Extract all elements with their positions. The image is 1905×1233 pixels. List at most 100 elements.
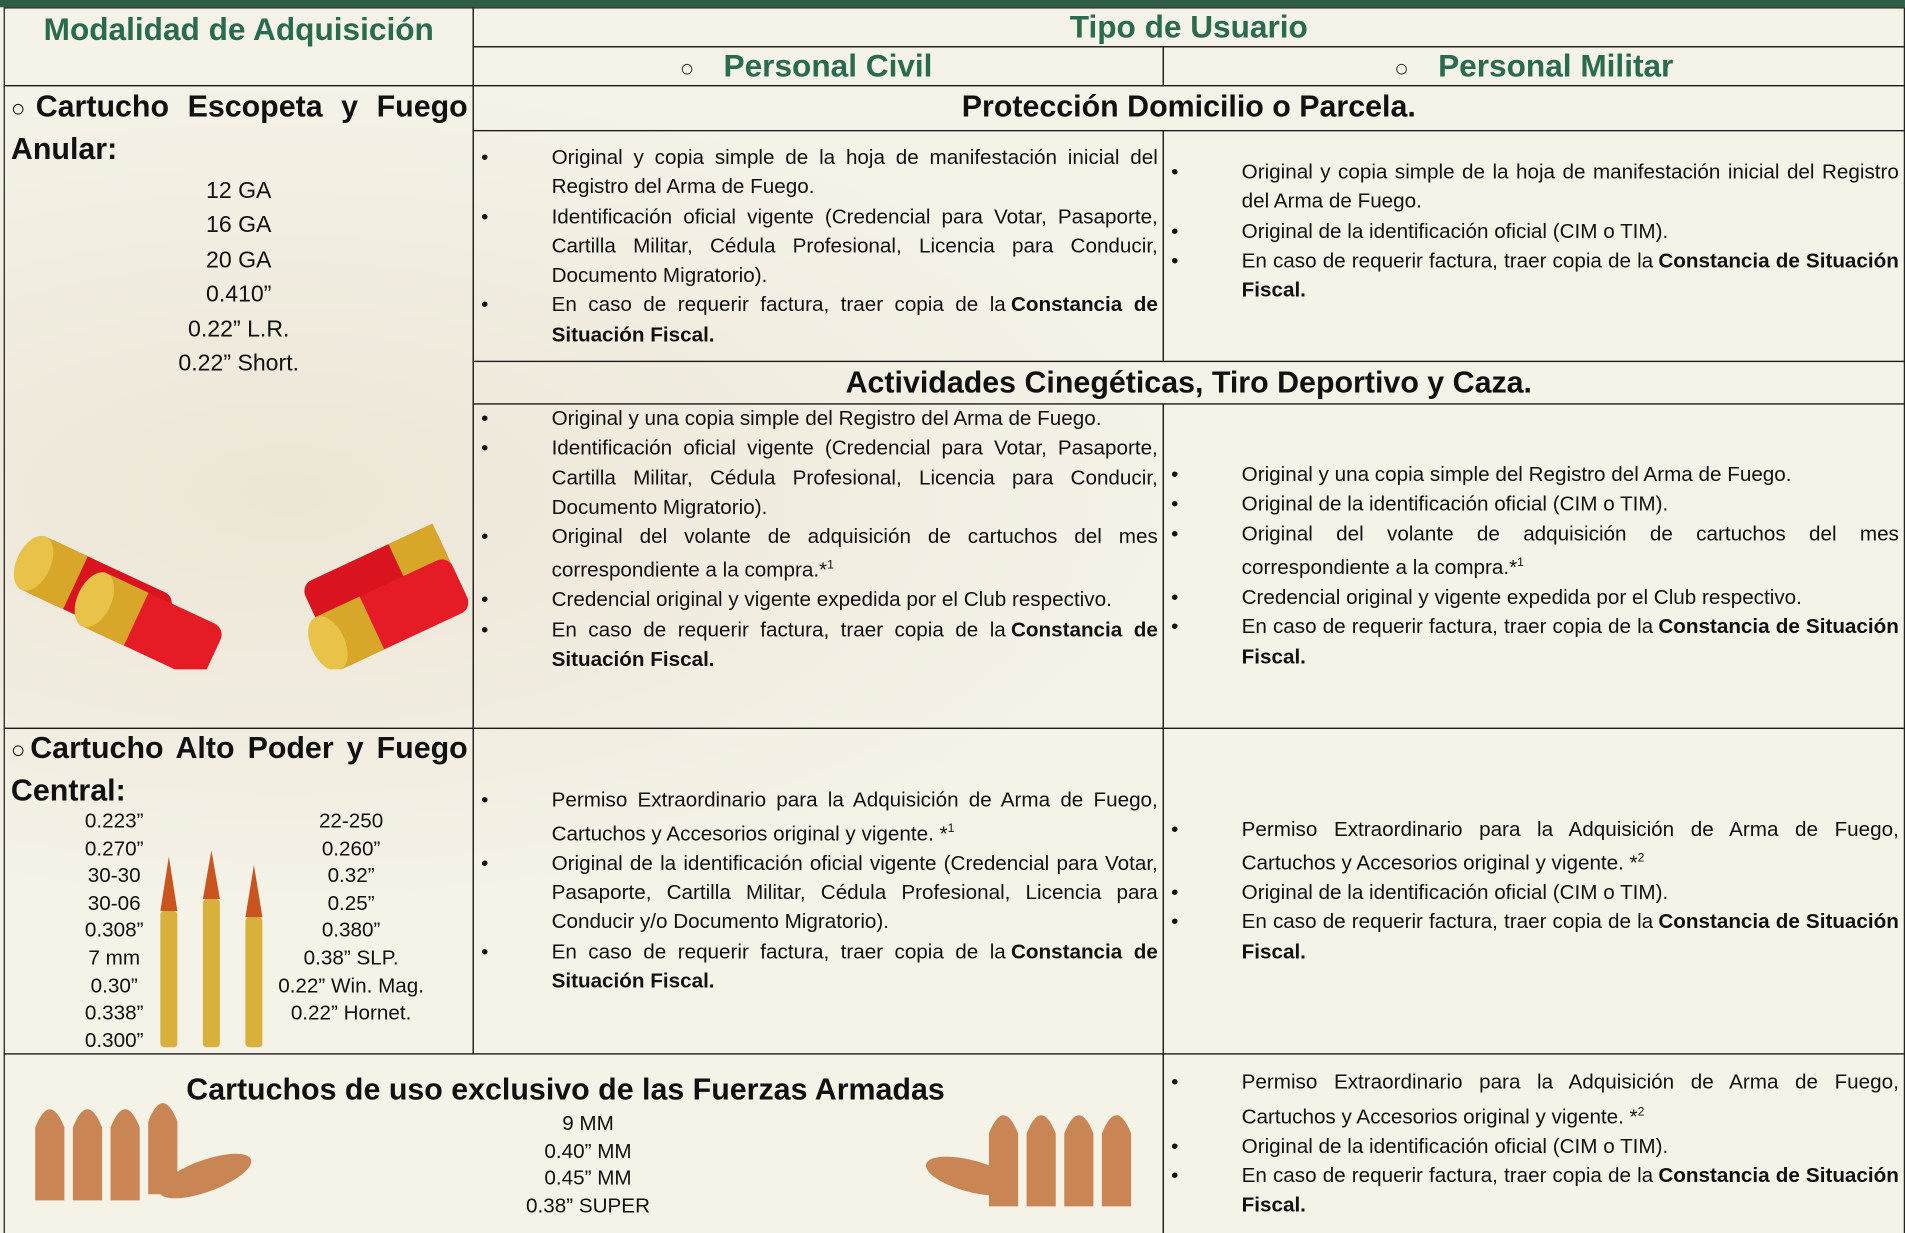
- top-bar: [0, 0, 1905, 8]
- bullet-item: En caso de requerir factura, traer copia…: [474, 291, 1163, 350]
- caliber: 22-250: [318, 809, 384, 833]
- caliber: 0.308”: [84, 918, 144, 943]
- caliber: 0.38” SLP.: [303, 946, 399, 970]
- item-text: Original y una copia simple del Registro…: [1241, 463, 1792, 487]
- header-modalidad: Modalidad de Adquisición: [43, 10, 434, 48]
- item-text: Permiso Extraordinario para la Adquisici…: [551, 788, 1158, 846]
- header-militar-cell: Personal Militar: [1162, 46, 1905, 87]
- bullet-list: Original y copia simple de la hoja de ma…: [474, 143, 1163, 350]
- item-text: Original y una copia simple del Registro…: [551, 406, 1102, 431]
- militar-cell: Original y una copia simple del Registro…: [1162, 403, 1905, 729]
- item-text: Original y copia simple de la hoja de ma…: [1241, 160, 1899, 213]
- civil-cell: Original y copia simple de la hoja de ma…: [472, 129, 1164, 363]
- item-text: En caso de requerir factura, traer copia…: [551, 618, 1006, 642]
- caliber: 0.270”: [84, 836, 144, 860]
- caliber: 0.223”: [84, 809, 144, 833]
- bullet-item: Identificación oficial vigente (Credenci…: [474, 434, 1163, 523]
- item-bold: Constancia de Situación Fiscal.: [551, 293, 1158, 346]
- bullet-item: Original de la identificación oficial (C…: [1164, 879, 1904, 909]
- caliber-list: 22-250 0.260” 0.32” 0.25” 0.380” 0.38” SLP. 0.…: [260, 808, 442, 1028]
- bullet-item: Original del volante de adquisición de c…: [1164, 520, 1904, 583]
- caliber: 0.40” MM: [544, 1139, 632, 1163]
- bullet-item: Original de la identificación oficial vi…: [474, 849, 1163, 938]
- cartridges-image: [160, 850, 263, 1048]
- bullet-item: En caso de requerir factura, traer copia…: [474, 616, 1163, 675]
- bullet-list: Permiso Extraordinario para la Adquisici…: [1164, 1068, 1904, 1220]
- item-text: En caso de requerir factura, traer copia…: [551, 293, 1006, 317]
- caliber: 0.38” SUPER: [526, 1193, 650, 1218]
- militar-cell: Permiso Extraordinario para la Adquisici…: [1162, 1053, 1905, 1233]
- item-text: En caso de requerir factura, traer copia…: [1241, 910, 1654, 934]
- fuerzas-heading: Cartuchos de uso exclusivo de las Fuerza…: [186, 1072, 945, 1107]
- bullet-item: Original de la identificación oficial (C…: [1164, 1132, 1904, 1162]
- bullet-item: Credencial original y vigente expedida p…: [474, 586, 1163, 616]
- caliber: 0.22” L.R.: [188, 316, 290, 343]
- civil-cell: Permiso Extraordinario para la Adquisici…: [472, 727, 1164, 1055]
- fuerzas-cell: Cartuchos de uso exclusivo de las Fuerza…: [3, 1053, 1164, 1233]
- footnote: 2: [1637, 1105, 1645, 1119]
- bullets-image: [35, 1103, 252, 1201]
- bullet-item: Permiso Extraordinario para la Adquisici…: [1164, 1068, 1904, 1131]
- bullet-item: Identificación oficial vigente (Credenci…: [474, 202, 1163, 291]
- modalidad-cell: Cartucho Alto Poder y Fuego Central: 0.2…: [3, 727, 474, 1055]
- bullet-item: Original de la identificación oficial (C…: [1164, 217, 1904, 247]
- bullet-list: Permiso Extraordinario para la Adquisici…: [474, 786, 1163, 997]
- civil-cell: Original y una copia simple del Registro…: [472, 403, 1164, 729]
- caliber-list: 12 GA 16 GA 20 GA 0.410” 0.22” L.R. 0.22” Sho…: [5, 175, 473, 382]
- item-text: Credencial original y vigente expedida p…: [551, 588, 1112, 612]
- item-text: En caso de requerir factura, traer copia…: [1241, 1163, 1654, 1187]
- caliber: 0.45” MM: [544, 1166, 632, 1190]
- footnote: 1: [947, 822, 955, 836]
- item-text: Original del volante de adquisición de c…: [551, 525, 1158, 583]
- caliber: 0.22” Short.: [178, 351, 300, 377]
- bullet-item: Credencial original y vigente expedida p…: [1164, 583, 1904, 613]
- item-bold: Constancia de Situación Fiscal.: [1241, 248, 1899, 302]
- item-bold: Constancia de Situación Fiscal.: [551, 940, 1158, 993]
- militar-cell: Permiso Extraordinario para la Adquisici…: [1162, 727, 1905, 1055]
- item-text: Permiso Extraordinario para la Adquisici…: [1241, 1070, 1899, 1128]
- caliber: 12 GA: [206, 178, 272, 205]
- item-text: Original y copia simple de la hoja de ma…: [551, 145, 1158, 199]
- caliber: 0.22” Win. Mag.: [278, 973, 425, 997]
- caliber-list: 0.223” 0.270” 30-30 30-06 0.308” 7 mm 0.30” 0.3…: [53, 808, 174, 1055]
- header-cell: Modalidad de Adquisición: [3, 7, 474, 87]
- caliber: 16 GA: [206, 213, 272, 239]
- shells-image: [13, 523, 469, 670]
- bullet-item: Permiso Extraordinario para la Adquisici…: [1164, 815, 1904, 878]
- item-text: Original de la identificación oficial (C…: [1241, 1134, 1669, 1158]
- item-bold: Constancia de Situación Fiscal.: [1241, 1163, 1899, 1217]
- bullet-item: Original y una copia simple del Registro…: [474, 405, 1163, 435]
- bullet-item: Original de la identificación oficial (C…: [1164, 490, 1904, 520]
- section-title: Protección Domicilio o Parcela.: [472, 85, 1905, 132]
- bullet-item: Original y una copia simple del Registro…: [1164, 461, 1904, 491]
- item-text: En caso de requerir factura, traer copia…: [1241, 615, 1654, 639]
- item-text: Original del volante de adquisición de c…: [1241, 522, 1899, 580]
- caliber: 0.25”: [327, 891, 375, 915]
- footnote: 1: [1517, 556, 1524, 570]
- section-title: Actividades Cinegéticas, Tiro Deportivo …: [472, 360, 1905, 405]
- caliber: 0.32”: [327, 864, 375, 888]
- modalidad-heading: Cartucho Escopeta y Fuego Anular:: [5, 87, 473, 170]
- modalidad-cell: Cartucho Escopeta y Fuego Anular: 12 GA 1…: [3, 85, 474, 729]
- bullet-item: En caso de requerir factura, traer copia…: [1164, 246, 1904, 305]
- item-text: Identificación oficial vigente (Credenci…: [551, 204, 1158, 287]
- bullet-list: Original y una copia simple del Registro…: [474, 405, 1163, 675]
- bullet-list: Original y una copia simple del Registro…: [1164, 461, 1904, 672]
- caliber: 0.410”: [206, 282, 272, 308]
- item-text: Credencial original y vigente expedida p…: [1241, 585, 1802, 609]
- item-text: Permiso Extraordinario para la Adquisici…: [1241, 817, 1899, 875]
- bullet-item: En caso de requerir factura, traer copia…: [1164, 1161, 1904, 1220]
- item-text: Original de la identificación oficial vi…: [551, 851, 1158, 934]
- footnote: 2: [1637, 851, 1645, 866]
- bullet-item: En caso de requerir factura, traer copia…: [1164, 908, 1904, 967]
- header-civil-cell: Personal Civil: [472, 46, 1164, 87]
- item-bold: Constancia de Situación Fiscal.: [1241, 910, 1899, 964]
- item-text: En caso de requerir factura, traer copia…: [551, 940, 1006, 964]
- caliber: 7 mm: [88, 946, 141, 970]
- caliber-list: 9 MM 0.40” MM 0.45” MM 0.38” SUPER: [467, 1110, 710, 1220]
- bullet-item: En caso de requerir factura, traer copia…: [1164, 613, 1904, 672]
- caliber: 0.300”: [84, 1028, 144, 1052]
- item-bold: Constancia de Situación Fiscal.: [551, 618, 1158, 671]
